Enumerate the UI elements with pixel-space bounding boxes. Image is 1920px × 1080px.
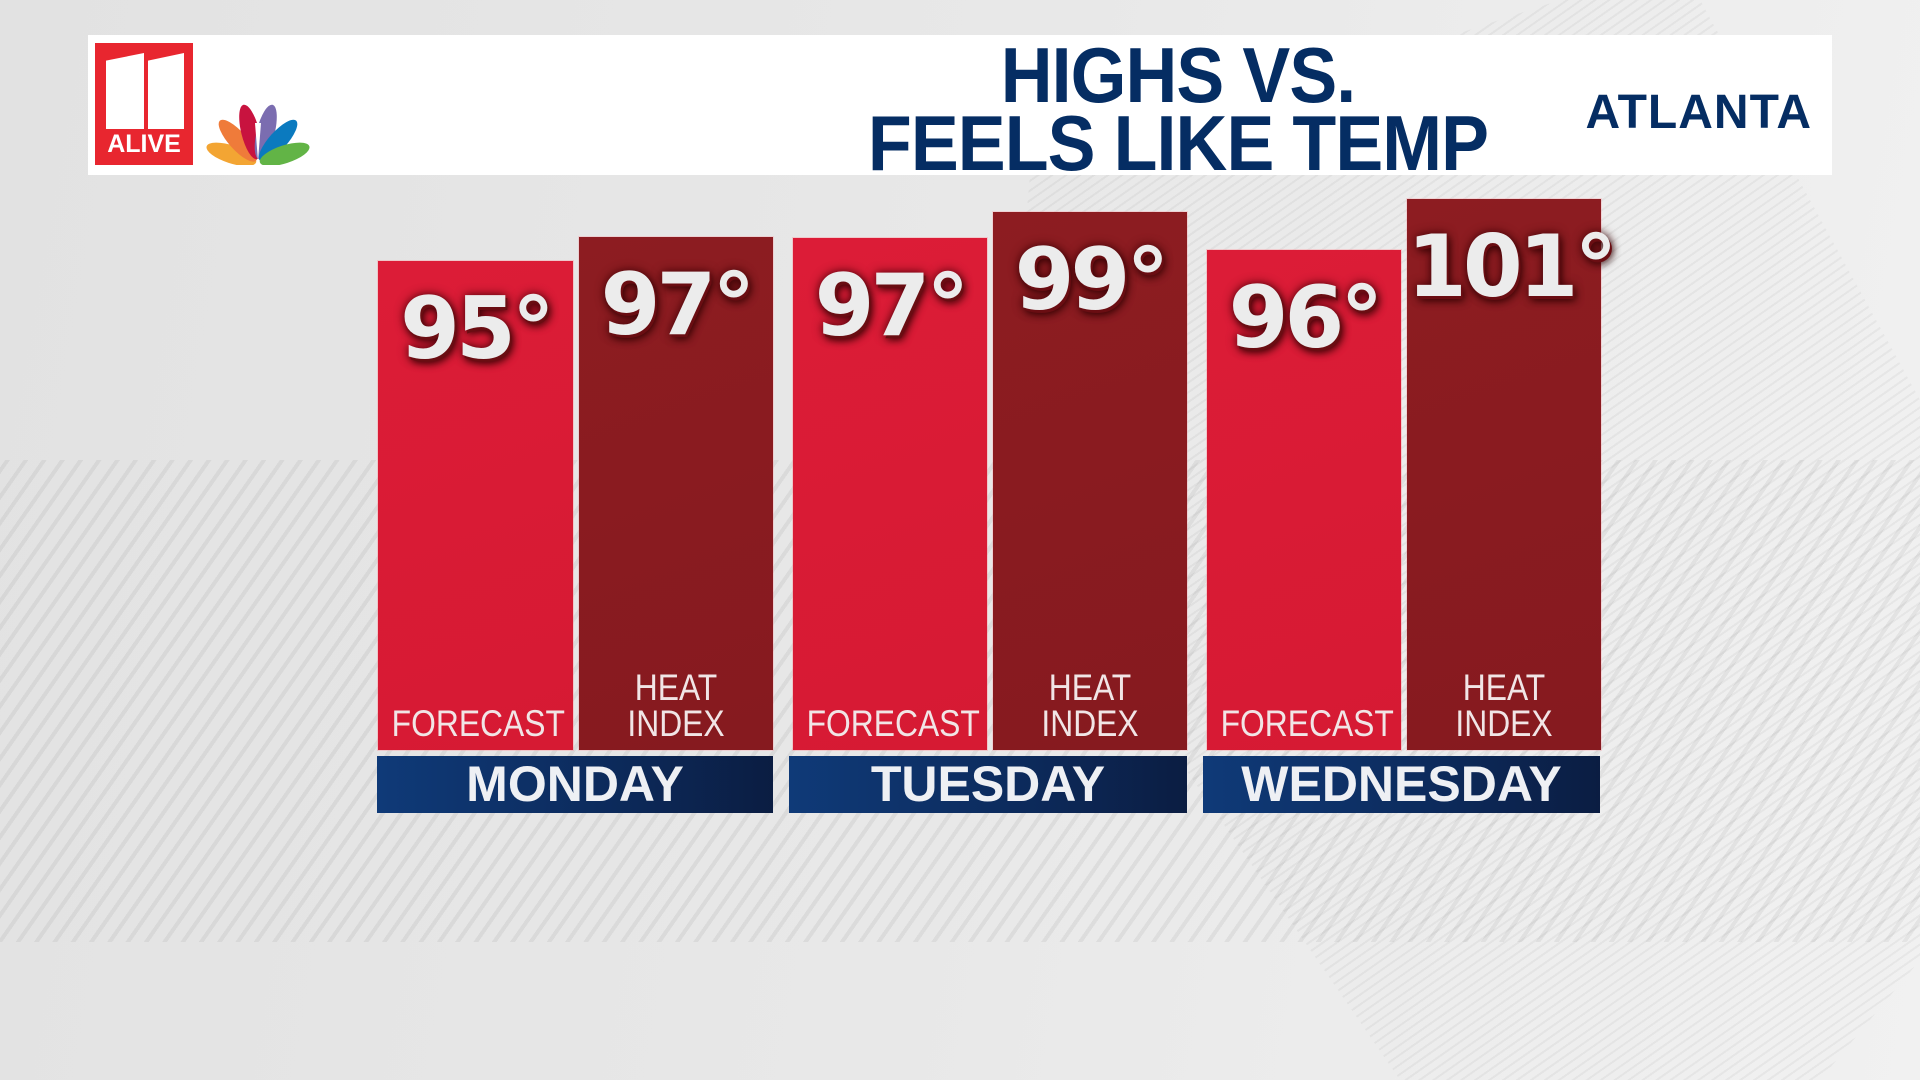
bar-label: FORECAST xyxy=(806,703,980,744)
day-label-tuesday: TUESDAY xyxy=(789,756,1187,813)
logo-alive-text: ALIVE xyxy=(107,130,181,158)
temp-value: 99° xyxy=(1014,230,1170,330)
nbc-peacock-icon xyxy=(206,104,310,165)
day-label-wednesday: WEDNESDAY xyxy=(1203,756,1600,813)
bar-label-line2: INDEX xyxy=(627,703,725,744)
bar-label-line2: INDEX xyxy=(1455,703,1553,744)
bar-wednesday-heat-index: 101° HEAT INDEX xyxy=(1407,199,1618,750)
temp-value: 95° xyxy=(400,279,555,379)
bar-label-line1: HEAT xyxy=(1462,667,1546,708)
bar-label: HEAT INDEX xyxy=(1421,667,1588,744)
temp-value: 97° xyxy=(814,256,970,356)
bar-label: HEAT INDEX xyxy=(593,667,760,744)
logo-11-right-icon xyxy=(148,53,184,129)
title-line-1: HIGHS VS. xyxy=(1000,31,1357,119)
bar-label: HEAT INDEX xyxy=(1007,667,1174,744)
11alive-logo: ALIVE xyxy=(95,43,193,165)
logo-11-left-icon xyxy=(106,53,144,129)
bar-tuesday-forecast: 97° FORECAST xyxy=(793,238,987,750)
bar-label-line2: INDEX xyxy=(1041,703,1139,744)
bar-label: FORECAST xyxy=(391,703,565,744)
bar-label-line1: HEAT xyxy=(634,667,718,708)
temp-value: 101° xyxy=(1407,217,1618,317)
bar-label: FORECAST xyxy=(1220,703,1394,744)
temp-value: 97° xyxy=(600,255,756,355)
city-label: ATLANTA xyxy=(1585,86,1812,139)
bar-monday-forecast: 95° FORECAST xyxy=(378,261,573,750)
bar-wednesday-forecast: 96° FORECAST xyxy=(1207,250,1401,750)
bar-tuesday-heat-index: 99° HEAT INDEX xyxy=(993,212,1187,750)
temp-value: 96° xyxy=(1228,268,1384,368)
day-label-monday: MONDAY xyxy=(377,756,773,813)
title-line-2: FEELS LIKE TEMP xyxy=(867,99,1489,187)
page-title: HIGHS VS. FEELS LIKE TEMP xyxy=(672,31,1684,187)
header-banner: ALIVE HIGHS VS. FEELS LIKE TEMP ATLANTA xyxy=(88,31,1832,187)
bar-label-line1: HEAT xyxy=(1048,667,1132,708)
bar-monday-heat-index: 97° HEAT INDEX xyxy=(579,237,773,750)
